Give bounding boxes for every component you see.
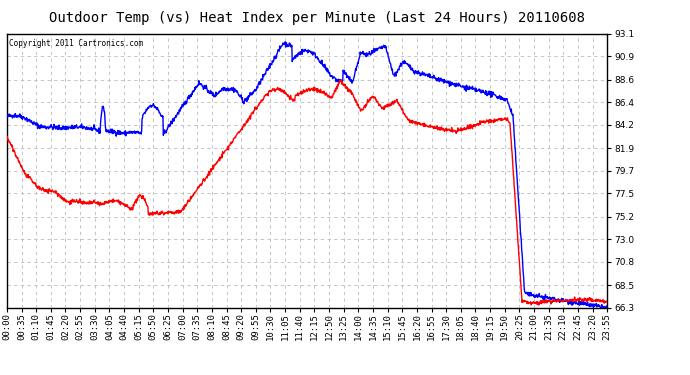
Text: Outdoor Temp (vs) Heat Index per Minute (Last 24 Hours) 20110608: Outdoor Temp (vs) Heat Index per Minute … (50, 11, 585, 25)
Text: Copyright 2011 Cartronics.com: Copyright 2011 Cartronics.com (9, 39, 143, 48)
